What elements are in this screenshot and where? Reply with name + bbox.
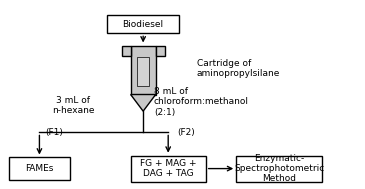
FancyBboxPatch shape	[131, 156, 206, 182]
Text: (F1): (F1)	[45, 128, 63, 137]
Text: 8 mL of
chloroform:methanol
(2:1): 8 mL of chloroform:methanol (2:1)	[154, 87, 249, 117]
FancyBboxPatch shape	[9, 157, 70, 180]
FancyBboxPatch shape	[137, 57, 149, 86]
FancyBboxPatch shape	[131, 46, 156, 94]
Text: FAMEs: FAMEs	[25, 164, 54, 173]
FancyBboxPatch shape	[236, 156, 322, 182]
Text: 3 mL of
n-hexane: 3 mL of n-hexane	[52, 96, 95, 115]
Polygon shape	[131, 94, 156, 111]
Text: Cartridge of
aminopropylsilane: Cartridge of aminopropylsilane	[197, 59, 280, 78]
FancyBboxPatch shape	[107, 15, 179, 33]
FancyBboxPatch shape	[156, 46, 165, 56]
Text: (F2): (F2)	[177, 128, 195, 137]
Text: Biodiesel: Biodiesel	[123, 20, 164, 29]
FancyBboxPatch shape	[122, 46, 131, 56]
Text: FG + MAG +
DAG + TAG: FG + MAG + DAG + TAG	[140, 159, 196, 178]
Text: Enzymatic-
Spectrophotometric
Method: Enzymatic- Spectrophotometric Method	[234, 154, 324, 184]
